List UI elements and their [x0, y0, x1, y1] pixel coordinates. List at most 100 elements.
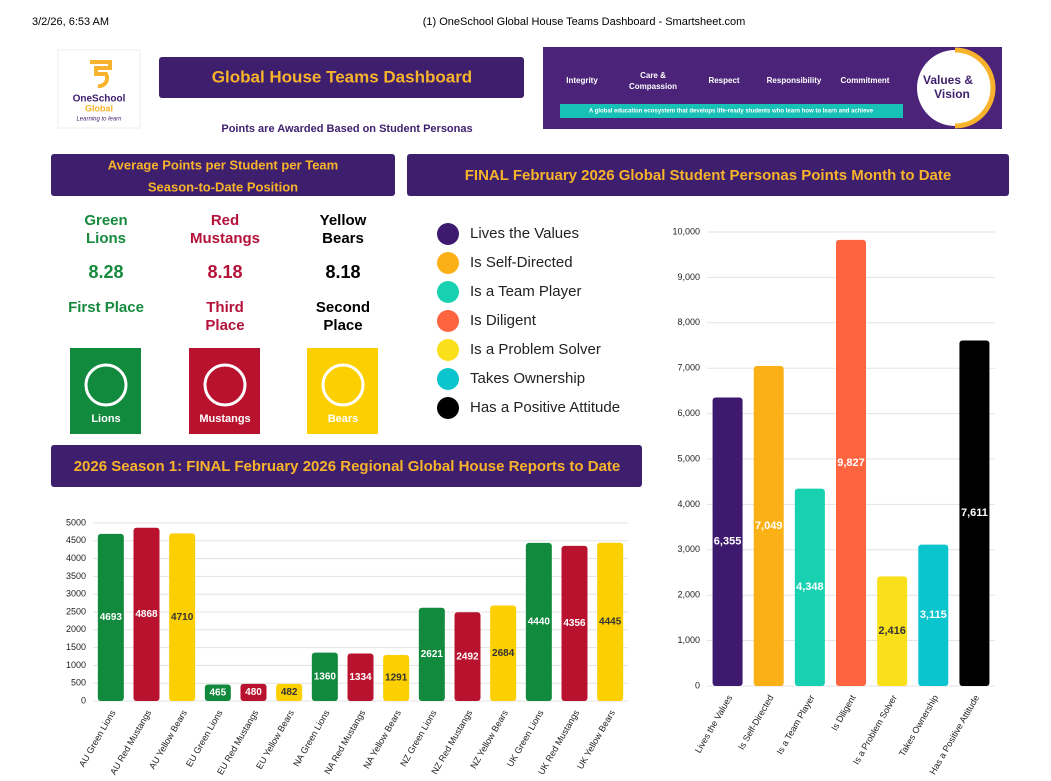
x-tick-label: EU Green Lions	[184, 708, 225, 769]
bar	[347, 653, 374, 701]
value-item: Commitment	[841, 76, 890, 85]
value-label: 2621	[421, 649, 444, 660]
y-tick-label: 3000	[66, 589, 86, 599]
legend-swatch	[437, 252, 459, 274]
legend-label: Is Diligent	[470, 312, 537, 329]
legend-swatch	[437, 368, 459, 390]
bar	[133, 527, 160, 701]
bar	[418, 607, 445, 701]
x-tick-label: Is Diligent	[829, 693, 858, 733]
value-label: 1360	[314, 671, 337, 682]
logo-text: Global	[85, 103, 113, 113]
legend-label: Is Self-Directed	[470, 254, 573, 271]
bar	[276, 683, 303, 701]
team-name: Lions	[86, 230, 126, 247]
standings-title: Average Points per Student per Team	[108, 157, 338, 172]
x-tick-label: Lives the Values	[693, 693, 735, 755]
team-name: Red	[211, 212, 239, 229]
value-item: Compassion	[629, 82, 677, 91]
bar	[753, 365, 784, 686]
bar	[836, 239, 866, 687]
chart-header	[51, 445, 642, 487]
y-tick-label: 8,000	[677, 317, 700, 327]
legend-swatch	[437, 310, 459, 332]
y-tick-label: 2500	[66, 606, 86, 616]
bar	[240, 683, 267, 701]
badge-label: Bears	[328, 413, 359, 425]
value-label: 2,416	[878, 625, 906, 637]
team-name: Mustangs	[190, 230, 260, 247]
value-label: 3,115	[920, 609, 947, 621]
legend-swatch	[437, 397, 459, 419]
value-item: Care &	[640, 71, 666, 80]
value-label: 4356	[563, 618, 586, 629]
team-points: 8.28	[88, 262, 123, 282]
bar	[311, 652, 338, 701]
y-tick-label: 0	[695, 680, 700, 690]
team-name: Yellow	[320, 212, 367, 229]
dashboard-title: Global House Teams Dashboard	[212, 67, 472, 86]
title-banner	[159, 57, 524, 98]
value-label: 482	[281, 687, 298, 698]
bar	[918, 544, 949, 686]
team-place: First Place	[68, 299, 144, 316]
logo: OneSchool Global Learning to learn	[57, 49, 141, 129]
x-tick-label: Is a Problem Solver	[851, 693, 899, 766]
team-points: 8.18	[325, 262, 360, 282]
x-tick-label: AU Yellow Bears	[147, 708, 189, 771]
y-tick-label: 1,000	[677, 635, 700, 645]
legend-label: Is a Problem Solver	[470, 341, 601, 358]
bar	[959, 340, 990, 686]
bar	[454, 612, 481, 701]
badge-arc	[954, 47, 996, 129]
logo-tagline: Learning to learn	[76, 117, 122, 123]
badge-icon	[321, 363, 365, 407]
value-label: 7,049	[755, 520, 783, 532]
bar	[794, 488, 825, 686]
value-label: 2492	[456, 651, 479, 662]
team-points: 8.18	[207, 262, 242, 282]
legend-label: Is a Team Player	[470, 283, 581, 300]
badge-text: Values &	[923, 73, 973, 87]
y-tick-label: 2000	[66, 624, 86, 634]
badge-icon	[84, 363, 128, 407]
value-label: 465	[209, 687, 226, 698]
team-badge	[70, 348, 141, 434]
value-label: 4,348	[796, 581, 824, 593]
chart-title: 2026 Season 1: FINAL February 2026 Regio…	[74, 458, 621, 475]
x-tick-label: Is a Team Player	[775, 693, 817, 756]
y-tick-label: 5000	[66, 517, 86, 527]
bar	[97, 533, 124, 701]
y-tick-label: 1000	[66, 660, 86, 670]
value-item: Integrity	[566, 76, 598, 85]
chart-header	[407, 154, 1009, 196]
legend-swatch	[437, 339, 459, 361]
bar	[490, 605, 517, 701]
x-tick-label: Takes Ownership	[897, 693, 940, 758]
badge-label: Lions	[91, 413, 120, 425]
y-tick-label: 9,000	[677, 272, 700, 282]
team-place: Third	[206, 299, 244, 316]
y-tick-label: 2,000	[677, 590, 700, 600]
team-badge	[307, 348, 378, 434]
standings-title: Season-to-Date Position	[148, 179, 298, 194]
bar	[204, 684, 231, 701]
x-tick-label: AU Green Lions	[77, 708, 118, 769]
badge-label: Mustangs	[199, 413, 250, 425]
team-name: Green	[84, 212, 127, 229]
team-badge	[189, 348, 260, 434]
legend-label: Takes Ownership	[470, 370, 585, 387]
bar	[169, 533, 196, 701]
chart-title: FINAL February 2026 Global Student Perso…	[465, 167, 951, 184]
values-banner: Integrity Care & Compassion Respect Resp…	[543, 47, 1002, 129]
logo-text: OneSchool	[73, 94, 126, 105]
dashboard-subtitle: Points are Awarded Based on Student Pers…	[221, 123, 472, 135]
y-tick-label: 7,000	[677, 363, 700, 373]
x-tick-label: UK Yellow Bears	[575, 708, 617, 771]
value-item: Responsibility	[767, 76, 822, 85]
x-tick-label: Is Self-Directed	[736, 693, 775, 751]
value-label: 9,827	[837, 457, 865, 469]
value-label: 7,611	[961, 507, 988, 519]
y-tick-label: 0	[81, 695, 86, 705]
